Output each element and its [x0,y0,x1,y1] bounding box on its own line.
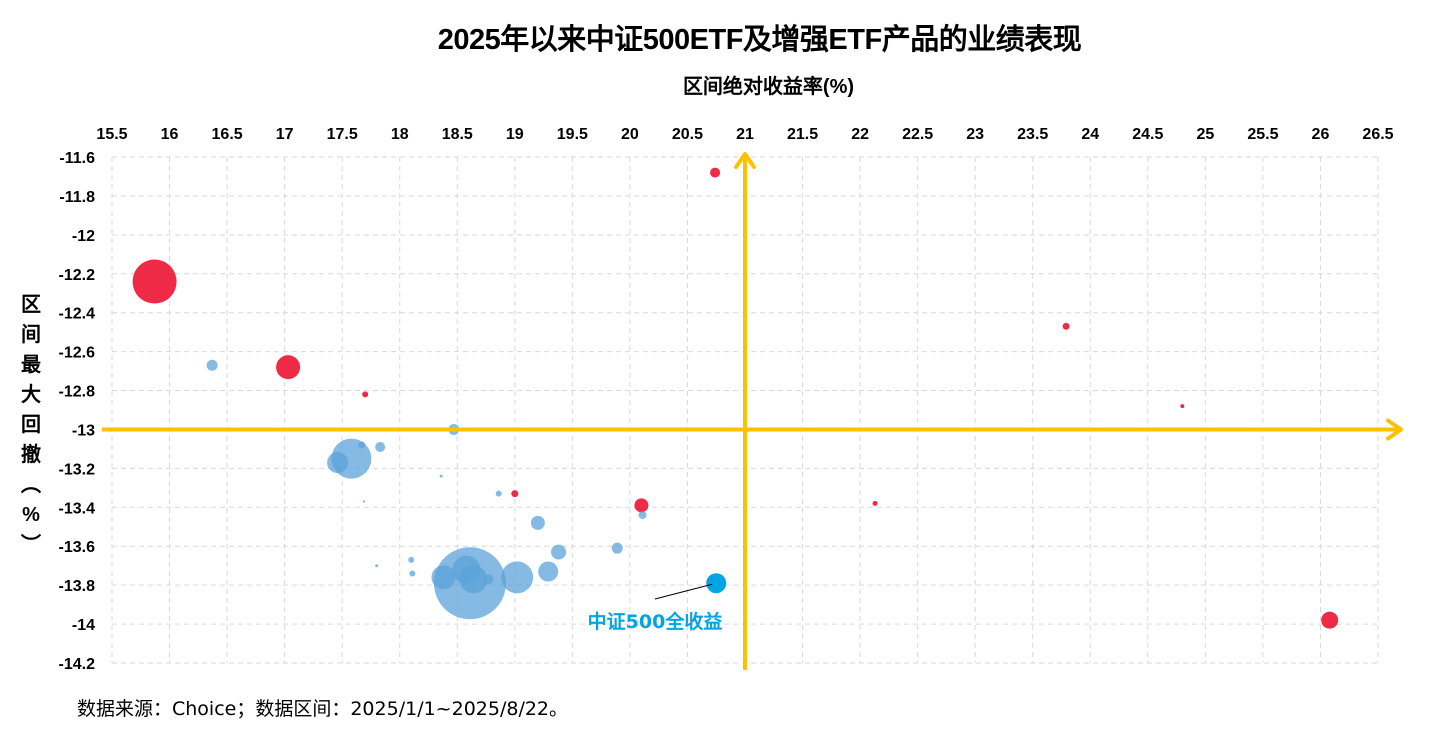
x-tick-labels: 15.5 16 16.5 17 17.5 18 18.5 19 19.5 20 20.5 21 21.5… [96,126,1393,143]
x-tick-label: 22.5 [902,126,933,143]
x-tick-label: 20.5 [672,126,703,143]
x-tick-label: 26 [1312,126,1330,143]
x-tick-label: 25 [1196,126,1214,143]
y-tick-label: -11.8 [59,189,95,206]
bubble-point [611,542,623,554]
bubble-point [511,490,519,498]
y-tick-label: -13.8 [59,578,96,595]
data-source-note: 数据来源：Choice；数据区间：2025/1/1~2025/8/22。 [77,698,569,720]
bubble-point [634,498,649,513]
y-axis-label-char: 区 [21,294,41,316]
y-tick-label: -11.6 [59,150,95,167]
bubble-point [375,441,386,452]
y-tick-label: -14 [72,617,95,634]
bubble-point [538,561,559,582]
bubble-point [495,490,502,497]
bubble-point [872,500,878,506]
y-axis-label-char: ︵ [21,474,41,496]
series-blue [206,359,647,620]
bubble-point [408,556,415,563]
y-axis-label-char: 回 [21,414,41,436]
arrow-right-icon [1386,418,1403,441]
x-tick-label: 16 [161,126,179,143]
arrow-up-icon [734,152,756,169]
x-tick-label: 26.5 [1362,126,1393,143]
bubble-point [483,574,494,585]
x-tick-label: 17 [276,126,294,143]
bubble-point [327,452,349,474]
x-tick-label: 16.5 [212,126,243,143]
annotation-label: 中证500全收益 [588,610,723,633]
x-tick-label: 17.5 [327,126,358,143]
bubble-point [1062,322,1070,330]
bubble-point [501,561,534,594]
bubble-point [706,573,727,594]
x-tick-label: 20 [621,126,639,143]
y-axis-label: 区间最大回撤 ︵% ︶ [16,290,46,560]
x-tick-label: 21 [736,126,754,143]
y-tick-label: -12.8 [59,384,96,401]
x-tick-label: 19 [506,126,524,143]
x-tick-label: 24.5 [1132,126,1163,143]
y-tick-label: -14.2 [59,656,96,673]
grid-lines [111,156,1379,664]
y-tick-label: -13.6 [59,539,96,556]
x-tick-label: 19.5 [557,126,588,143]
x-tick-label: 23.5 [1017,126,1048,143]
series-csi500-total-return [706,573,727,594]
chart-title: 2025年以来中证500ETF及增强ETF产品的业绩表现 [437,24,1082,56]
y-axis-label-char: 最 [21,354,41,376]
bubble-point [710,167,721,178]
y-tick-label: -12.6 [59,345,96,362]
y-tick-labels: -11.6 -11.8 -12 -12.2 -12.4 -12.6 -12.8 -13 -13.… [59,150,96,673]
bubble-point [530,515,545,530]
bubbles [132,167,1339,629]
y-axis-label-char: ︶ [21,534,41,556]
bubble-point [206,359,218,371]
x-tick-label: 15.5 [96,126,127,143]
x-tick-label: 21.5 [787,126,818,143]
y-tick-label: -12.4 [59,306,96,323]
x-tick-label: 24 [1081,126,1099,143]
reference-axes [102,152,1403,670]
bubble-point [439,474,443,478]
bubble-point [409,570,416,577]
bubble-point [638,511,647,520]
y-axis-label-char: 间 [21,324,41,346]
bubble-point [375,564,379,568]
bubble-point [362,391,369,398]
annotations: 中证500全收益 [588,583,723,633]
y-tick-label: -13.2 [59,461,96,478]
x-axis-label: 区间绝对收益率(%) [682,76,855,98]
bubble-point [1180,404,1185,409]
bubble-point [362,500,366,503]
x-tick-label: 18.5 [442,126,473,143]
y-axis-label-char: 撤 [21,444,41,466]
series-red [132,167,1339,629]
y-tick-label: -13 [72,422,95,439]
x-tick-label: 23 [966,126,984,143]
x-tick-label: 25.5 [1247,126,1278,143]
bubble-point [1321,611,1339,629]
y-tick-label: -13.4 [59,500,96,517]
y-axis-label-char: % [22,504,40,526]
bubble-point [132,259,177,304]
x-tick-label: 22 [851,126,869,143]
bubble-point [276,355,301,380]
y-tick-label: -12.2 [59,267,96,284]
annotation-leader-line [654,583,713,600]
y-tick-label: -12 [72,228,95,245]
y-axis-label-char: 大 [21,384,41,406]
bubble-point [551,544,567,560]
bubble-point [358,441,366,449]
bubble-point [459,565,488,594]
x-tick-label: 18 [391,126,409,143]
